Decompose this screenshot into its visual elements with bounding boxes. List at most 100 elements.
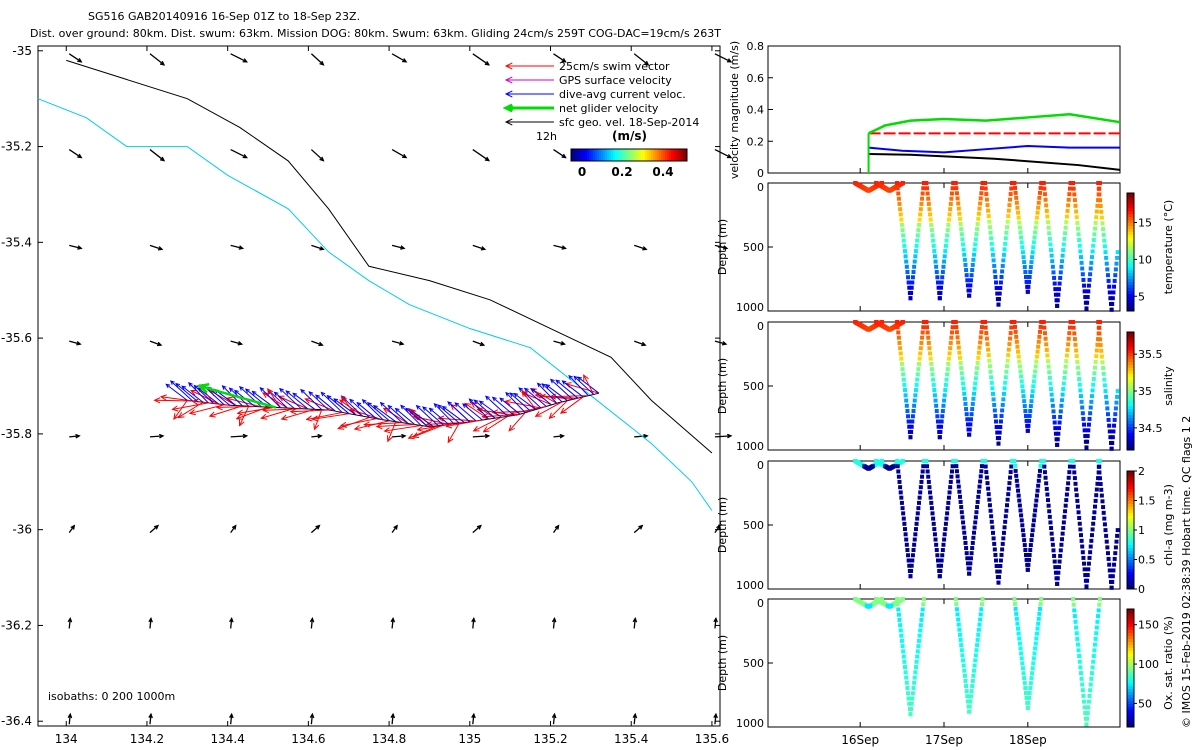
profile-point [975,643,980,648]
profile-point [1110,301,1115,306]
colorbar-cell [1127,662,1134,666]
profile-point [979,464,984,469]
profile-point [1099,493,1104,498]
profile-point [1041,459,1046,463]
profile-point [1087,416,1092,421]
profile-point [940,275,945,280]
profile-point [1030,671,1035,676]
profile-point [924,320,929,324]
profile-point [1023,413,1028,418]
profile-point [1003,519,1008,524]
geo-vector-shaft [310,525,320,534]
profile-point [1100,360,1105,365]
dac-vector [387,404,409,424]
profile-point [1016,631,1021,636]
profile-point [1056,431,1061,436]
profile-point [932,532,937,537]
swim-vector-head [353,424,361,431]
profile-point [925,330,930,335]
colorbar-tick-label: 2 [1138,465,1145,478]
colorbar-cell [1127,393,1134,398]
profile-point [1058,275,1063,280]
profile-point [1033,225,1038,230]
profile-point [1114,261,1119,266]
profile-point [1024,279,1029,284]
profile-point [1043,197,1048,202]
profile-point [976,216,981,221]
geo-vector-shaft [472,340,485,346]
geo-vector-shaft [230,340,242,345]
profile-point [1085,295,1090,300]
profile-point [991,536,996,541]
geo-vector-head [67,712,73,719]
colorbar-cell [1127,497,1134,501]
geo-vector [632,712,638,725]
profile-point [1036,205,1041,210]
dac-vector-head [437,404,443,410]
depth-tick-label: 500 [743,519,764,532]
profile-point [934,264,939,269]
profile-point [971,673,976,678]
profile-point [1006,353,1011,358]
profile-point [1066,203,1071,208]
geo-vector [390,616,396,629]
profile-point [1099,348,1104,353]
dac-vector [549,378,573,400]
map-colorbar-cell [599,149,602,161]
profile-point [1066,342,1071,347]
profile-point [895,181,900,185]
swim-vector-shaft [364,422,403,426]
colorbar-cell [1127,346,1134,351]
swim-vector-head [208,411,216,418]
profile-point [1002,386,1007,391]
geo-vector-shaft [553,435,564,438]
profile-point [1036,339,1041,344]
profile-point [945,233,950,238]
profile-point [1065,347,1070,352]
profile-point [896,196,901,201]
geo-vector-shaft [633,618,636,629]
map-x-tick-label: 135.4 [614,732,648,746]
colorbar-cell [1127,198,1134,203]
profile-point [1000,547,1005,552]
profile-point [942,259,947,264]
profile-point [1082,422,1087,427]
dac-vector [259,386,282,409]
colorbar-cell [1127,332,1134,336]
geo-vector-shaft [391,244,405,249]
geo-vector-shaft [311,244,324,250]
profile-point [1096,608,1101,613]
velocity-y-label: velocity magnitude (m/s) [728,41,741,179]
profile-point [965,699,970,704]
swim-vector [407,425,439,440]
profile-point [937,574,942,579]
profile-point [995,569,1000,574]
geo-vector-shaft [69,435,80,438]
swim-vector [177,401,204,419]
legend-arrow [504,76,554,84]
profile-point [977,622,982,627]
profile-point [1092,371,1097,376]
geo-vector [632,616,638,629]
colorbar-frame [1126,608,1135,728]
profile-point [1102,238,1107,243]
profile-point [932,388,937,393]
profile-point [1042,470,1047,475]
profile-point [976,489,981,494]
map-colorbar-cell [593,149,596,161]
dac-vector-shaft [437,404,460,424]
geo-vector-head [319,156,325,162]
profile-point [1112,417,1117,422]
profile-point [1042,192,1047,197]
profile-point [1014,473,1019,478]
profile-point [1072,608,1077,613]
profile-point [1061,387,1066,392]
geo-vector-shaft [69,340,81,345]
profile-point [1085,300,1090,305]
swim-vector-shaft [383,407,409,425]
colorbar-cell [1127,718,1134,722]
profile-point [946,495,951,500]
profile-point [1091,659,1096,664]
profile-point [904,403,909,408]
profile-point [1034,498,1039,503]
